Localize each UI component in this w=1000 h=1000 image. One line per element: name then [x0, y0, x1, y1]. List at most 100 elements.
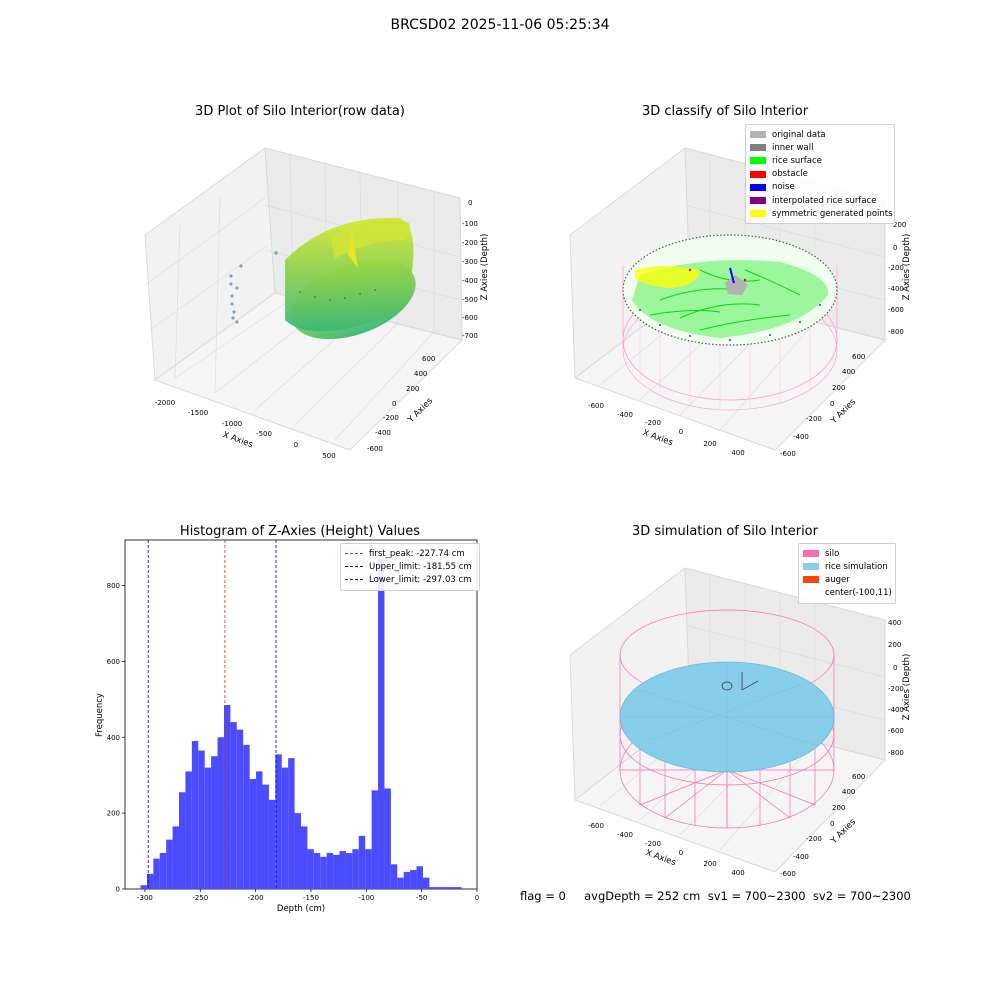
- histogram-bar: [307, 849, 314, 889]
- histogram-bar: [146, 873, 154, 889]
- histogram-bar: [358, 835, 366, 889]
- histogram-bar: [313, 852, 321, 889]
- histogram-bar: [256, 771, 263, 889]
- histogram-title: Histogram of Z-Axies (Height) Values: [179, 524, 421, 539]
- classify-tick-labels: -600 -400 -200 0 200 400 -600 -400 -200 …: [588, 221, 906, 458]
- simulation-xtick: 400: [731, 869, 744, 877]
- legend-swatch: [750, 210, 766, 218]
- histogram-y-tick-label: 800: [107, 582, 120, 590]
- classify-xtick: 0: [679, 428, 683, 436]
- legend-item: interpolated rice surface: [750, 194, 890, 207]
- histogram-bar: [281, 767, 289, 889]
- legend-line: [345, 566, 363, 568]
- raw-xtick: 0: [294, 441, 298, 449]
- simulation-ytick: -600: [780, 870, 796, 878]
- histogram-y-axis-label: Frequency: [95, 693, 105, 737]
- classify-xtick: 200: [703, 440, 716, 448]
- histogram-bars: [140, 558, 462, 889]
- histogram-bar: [191, 741, 199, 889]
- histogram-bar: [294, 813, 301, 889]
- raw-ytick: 0: [392, 400, 396, 408]
- legend-label: Lower_limit: -297.03 cm: [369, 574, 472, 585]
- histogram-bar: [410, 870, 417, 889]
- raw-ztick: -100: [462, 220, 478, 228]
- legend-label: silo: [825, 548, 840, 559]
- legend-item: inner wall: [750, 141, 890, 154]
- histogram-y-tick-label: 200: [107, 810, 120, 818]
- raw-xtick: -500: [256, 430, 272, 438]
- simulation-tick-labels: -600 -400 -200 0 200 400 -600 -400 -200 …: [588, 619, 904, 878]
- histogram-bar: [140, 885, 147, 889]
- raw-ztick: -500: [462, 296, 478, 304]
- raw-ytick: -400: [375, 429, 391, 437]
- classify-ztick: 200: [893, 221, 906, 229]
- legend-label: noise: [772, 182, 795, 193]
- raw-point-cloud: [229, 217, 416, 340]
- histogram-bar: [416, 866, 423, 889]
- simulation-ytick: 400: [842, 788, 855, 796]
- legend-item: Upper_limit: -181.55 cm: [345, 560, 475, 573]
- classify-ytick: -600: [780, 450, 796, 458]
- histogram-bar: [365, 849, 372, 889]
- simulation-ytick: -200: [806, 835, 822, 843]
- histogram-y-tick-label: 600: [107, 658, 120, 666]
- simulation-ytick: 600: [852, 773, 865, 781]
- histogram-bar: [262, 784, 269, 889]
- simulation-x-axis-label: X Axies: [644, 848, 677, 868]
- legend-label: center(-100,11): [825, 588, 892, 599]
- legend-swatch: [803, 563, 819, 571]
- legend-swatch: [803, 550, 819, 558]
- simulation-ztick: -600: [888, 727, 904, 735]
- histogram-bar: [275, 754, 282, 889]
- raw-x-axis-label: X Axies: [221, 430, 254, 450]
- classify-ytick: 400: [842, 368, 855, 376]
- raw-ztick: -700: [462, 332, 478, 340]
- raw-xtick: -1500: [188, 409, 208, 417]
- simulation-plot-title: 3D simulation of Silo Interior: [632, 524, 818, 539]
- simulation-ztick: -400: [888, 706, 904, 714]
- histogram-x-axis-label: Depth (cm): [277, 904, 325, 914]
- classify-ztick: -800: [888, 328, 904, 336]
- histogram-bar: [320, 856, 327, 889]
- raw-plot-title: 3D Plot of Silo Interior(row data): [195, 104, 405, 119]
- histogram-bar: [230, 722, 237, 889]
- simulation-xtick: -400: [617, 831, 633, 839]
- legend-item: auger: [803, 573, 891, 586]
- raw-tick-labels: -2000 -1500 -1000 -500 0 500 -600 -400 -…: [155, 199, 478, 460]
- legend-item: rice surface: [750, 154, 890, 167]
- histogram-bar: [198, 750, 205, 889]
- simulation-ytick: 0: [830, 820, 834, 828]
- legend-label: rice simulation: [825, 561, 888, 572]
- histogram-x-tick-label: -50: [416, 894, 427, 902]
- classify-ytick: 600: [852, 353, 865, 361]
- raw-xtick: 500: [322, 452, 335, 460]
- histogram-bar: [185, 771, 192, 889]
- legend-item: noise: [750, 181, 890, 194]
- legend-swatch: [750, 144, 766, 152]
- simulation-ztick: -200: [888, 685, 904, 693]
- legend-item: symmetric generated points: [750, 207, 893, 220]
- legend-label: rice surface: [772, 155, 822, 166]
- legend-swatch: [750, 197, 766, 205]
- classify-ytick: -200: [806, 415, 822, 423]
- histogram-bar: [378, 558, 385, 889]
- simulation-ztick: 400: [888, 619, 901, 627]
- raw-xtick: -1000: [222, 420, 242, 428]
- simulation-ztick: 200: [888, 641, 901, 649]
- classify-ztick: -600: [888, 306, 904, 314]
- classify-ytick: 0: [830, 400, 834, 408]
- histogram-bar: [384, 788, 391, 889]
- histogram-bar: [153, 858, 160, 889]
- histogram-x-tick-label: -150: [303, 894, 319, 902]
- classify-xtick: -600: [588, 402, 604, 410]
- raw-ytick: 600: [422, 355, 435, 363]
- raw-ytick: 400: [414, 370, 427, 378]
- raw-ztick: -400: [462, 277, 478, 285]
- status-summary: flag = 0 avgDepth = 252 cm sv1 = 700~230…: [520, 889, 911, 903]
- histogram-y-tick-label: 400: [107, 734, 120, 742]
- classify-x-axis-label: X Axies: [641, 428, 674, 448]
- classify-ztick: -200: [888, 264, 904, 272]
- legend-swatch: [803, 576, 819, 584]
- classify-xtick: -200: [645, 419, 661, 427]
- histogram-bar: [390, 864, 398, 889]
